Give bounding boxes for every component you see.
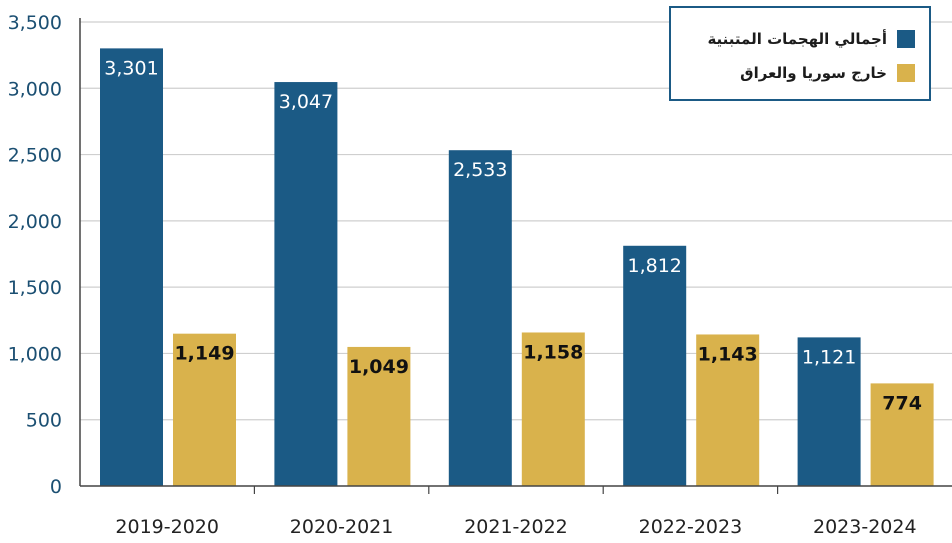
bar-data-label: 1,049 [349, 356, 409, 378]
legend-item-outside: خارج سوريا والعراق [685, 56, 915, 90]
bar [797, 337, 861, 486]
bar-data-label: 1,158 [523, 341, 583, 363]
bar-data-label: 1,143 [698, 343, 758, 365]
legend-label-total: أجمالي الهجمات المتبنية [707, 30, 887, 48]
x-axis: 2019-2020 2020-2021 2021-2022 2022-2023 2023… [80, 485, 952, 538]
x-tick-label: 2020-2021 [290, 516, 394, 538]
y-tick-label: 1,000 [8, 343, 62, 365]
y-tick-label: 2,000 [8, 211, 62, 233]
bar [696, 334, 760, 486]
bar-data-label: 774 [882, 392, 922, 414]
bars: 3,301 1,149 3,047 1,049 2,533 1,158 1,812 1,143… [100, 48, 934, 486]
y-tick-label: 3,000 [8, 78, 62, 100]
y-axis: 0 500 1,000 1,500 2,000 2,500 3,000 3,500 [8, 12, 81, 498]
bar-data-label: 3,301 [104, 57, 158, 79]
bar [274, 82, 338, 486]
y-tick-label: 500 [26, 410, 62, 432]
x-tick-label: 2022-2023 [639, 516, 743, 538]
y-tick-label: 3,500 [8, 12, 62, 34]
bar-data-label: 2,533 [453, 159, 507, 181]
bar [173, 333, 236, 486]
y-tick-label: 2,500 [8, 145, 62, 167]
x-tick-label: 2019-2020 [115, 516, 219, 538]
legend-label-outside: خارج سوريا والعراق [740, 64, 887, 82]
legend: أجمالي الهجمات المتبنية خارج سوريا والعر… [669, 6, 931, 101]
bar-data-label: 3,047 [279, 91, 333, 113]
bar-data-label: 1,149 [174, 343, 234, 365]
bar [100, 48, 163, 486]
bar [623, 245, 687, 486]
bar-data-label: 1,812 [627, 255, 681, 277]
legend-item-total: أجمالي الهجمات المتبنية [685, 22, 915, 56]
bar-data-label: 1,121 [802, 346, 856, 368]
legend-swatch-outside [897, 64, 915, 82]
y-tick-label: 1,500 [8, 277, 62, 299]
bar [521, 332, 585, 486]
legend-swatch-total [897, 30, 915, 48]
bar [870, 383, 934, 486]
bar [448, 150, 512, 486]
bar [347, 346, 411, 486]
y-tick-label: 0 [50, 476, 62, 498]
x-tick-label: 2021-2022 [464, 516, 568, 538]
x-tick-label: 2023-2024 [813, 516, 917, 538]
